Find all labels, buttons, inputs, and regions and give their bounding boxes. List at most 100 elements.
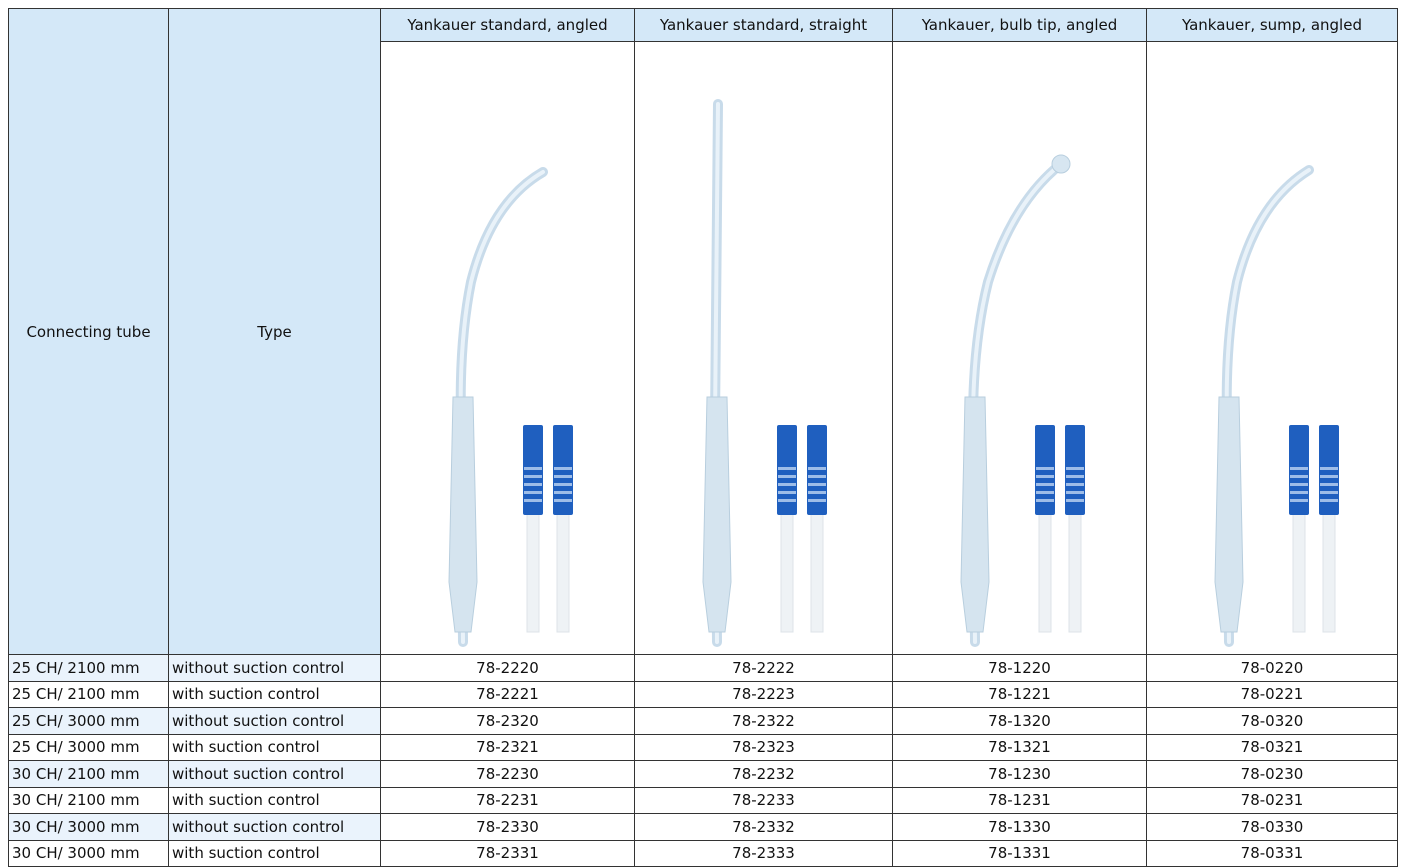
connector-rib bbox=[554, 499, 572, 502]
article-number: 78-2220 bbox=[380, 654, 635, 682]
product-table: Connecting tube Type Yankauer standard, an… bbox=[8, 8, 1398, 867]
connector-rib bbox=[1320, 499, 1338, 502]
header-row: Connecting tube Type Yankauer standard, an… bbox=[8, 8, 1398, 655]
article-number: 78-0230 bbox=[1146, 760, 1398, 788]
article-number: 78-2222 bbox=[634, 654, 893, 682]
clear-tube bbox=[1068, 511, 1082, 633]
article-number: 78-1330 bbox=[892, 813, 1147, 841]
connector-rib bbox=[808, 475, 826, 478]
connector-rib bbox=[1066, 475, 1084, 478]
connector-rib bbox=[778, 475, 796, 478]
article-number: 78-2233 bbox=[634, 786, 893, 814]
handle bbox=[960, 396, 990, 633]
connector-rib bbox=[1320, 483, 1338, 486]
article-number: 78-1321 bbox=[892, 733, 1147, 761]
connector-rib bbox=[778, 491, 796, 494]
article-number: 78-2323 bbox=[634, 733, 893, 761]
handle bbox=[1214, 396, 1244, 633]
connector-rib bbox=[778, 483, 796, 486]
article-number: 78-2231 bbox=[380, 786, 635, 814]
connector-rib bbox=[1320, 475, 1338, 478]
connector-rib bbox=[808, 491, 826, 494]
clear-tube bbox=[1038, 511, 1052, 633]
connector-rib bbox=[778, 499, 796, 502]
spec-cell: 25 CH/ 3000 mm bbox=[8, 707, 169, 735]
clear-tube bbox=[1292, 511, 1306, 633]
suction-tube-edge bbox=[970, 162, 1063, 644]
clear-tube bbox=[810, 511, 824, 633]
connector-rib bbox=[1066, 499, 1084, 502]
spec-cell: without suction control bbox=[168, 813, 381, 841]
connector-rib bbox=[1320, 491, 1338, 494]
spec-cell: 30 CH/ 2100 mm bbox=[8, 786, 169, 814]
article-number: 78-0330 bbox=[1146, 813, 1398, 841]
article-number: 78-1320 bbox=[892, 707, 1147, 735]
article-number: 78-2320 bbox=[380, 707, 635, 735]
header-cell: Yankauer standard, straight bbox=[634, 8, 893, 42]
data-row: 30 CH/ 2100 mm with suction control 78-223… bbox=[8, 786, 1398, 814]
clear-tube bbox=[526, 511, 540, 633]
clear-tube bbox=[780, 511, 794, 633]
article-number: 78-0320 bbox=[1146, 707, 1398, 735]
image-cell bbox=[380, 41, 635, 655]
header-cell: Type bbox=[168, 8, 381, 655]
connector-rib bbox=[1036, 475, 1054, 478]
spec-cell: 30 CH/ 3000 mm bbox=[8, 839, 169, 867]
spec-cell: 30 CH/ 2100 mm bbox=[8, 760, 169, 788]
article-number: 78-1220 bbox=[892, 654, 1147, 682]
data-row: 30 CH/ 2100 mm without suction control 78-… bbox=[8, 760, 1398, 788]
data-row: 25 CH/ 3000 mm with suction control 78-232… bbox=[8, 733, 1398, 761]
data-row: 25 CH/ 2100 mm with suction control 78-222… bbox=[8, 680, 1398, 708]
article-number: 78-0231 bbox=[1146, 786, 1398, 814]
connector-rib bbox=[524, 491, 542, 494]
connector-rib bbox=[1066, 467, 1084, 470]
connector-rib bbox=[524, 467, 542, 470]
handle bbox=[448, 396, 478, 633]
connector-rib bbox=[1290, 475, 1308, 478]
article-number: 78-2331 bbox=[380, 839, 635, 867]
connector-rib bbox=[1066, 483, 1084, 486]
bulb bbox=[1051, 154, 1071, 174]
article-number: 78-2332 bbox=[634, 813, 893, 841]
connector-rib bbox=[1290, 467, 1308, 470]
connector-rib bbox=[1036, 499, 1054, 502]
spec-cell: 25 CH/ 3000 mm bbox=[8, 733, 169, 761]
spec-cell: with suction control bbox=[168, 786, 381, 814]
image-cell bbox=[1146, 41, 1398, 655]
header-cell: Yankauer standard, angled bbox=[380, 8, 635, 42]
article-number: 78-2322 bbox=[634, 707, 893, 735]
connector-rib bbox=[1036, 491, 1054, 494]
article-number: 78-0321 bbox=[1146, 733, 1398, 761]
connector-rib bbox=[524, 475, 542, 478]
article-number: 78-1221 bbox=[892, 680, 1147, 708]
image-cell bbox=[892, 41, 1147, 655]
connector-rib bbox=[1290, 499, 1308, 502]
image-row bbox=[9, 41, 1398, 655]
product-image bbox=[960, 154, 1085, 647]
connector-rib bbox=[554, 483, 572, 486]
connector-rib bbox=[554, 467, 572, 470]
connector-rib bbox=[1290, 483, 1308, 486]
spec-cell: with suction control bbox=[168, 839, 381, 867]
data-row: 25 CH/ 2100 mm without suction control 78-… bbox=[8, 654, 1398, 682]
article-number: 78-0221 bbox=[1146, 680, 1398, 708]
connector-rib bbox=[554, 491, 572, 494]
data-row: 30 CH/ 3000 mm without suction control 78-… bbox=[8, 813, 1398, 841]
product-image bbox=[702, 99, 827, 647]
product-image bbox=[448, 167, 573, 647]
spec-cell: without suction control bbox=[168, 654, 381, 682]
article-number: 78-2221 bbox=[380, 680, 635, 708]
connector-rib bbox=[808, 483, 826, 486]
suction-tube-edge bbox=[1224, 168, 1311, 644]
connector-rib bbox=[808, 499, 826, 502]
suction-tube-edge bbox=[458, 170, 545, 644]
spec-cell: 25 CH/ 2100 mm bbox=[8, 680, 169, 708]
connector-rib bbox=[1066, 491, 1084, 494]
article-number: 78-2232 bbox=[634, 760, 893, 788]
connector-rib bbox=[1036, 483, 1054, 486]
header-cell: Connecting tube bbox=[8, 8, 169, 655]
spec-cell: 25 CH/ 2100 mm bbox=[8, 654, 169, 682]
handle bbox=[702, 396, 732, 633]
article-number: 78-0220 bbox=[1146, 654, 1398, 682]
